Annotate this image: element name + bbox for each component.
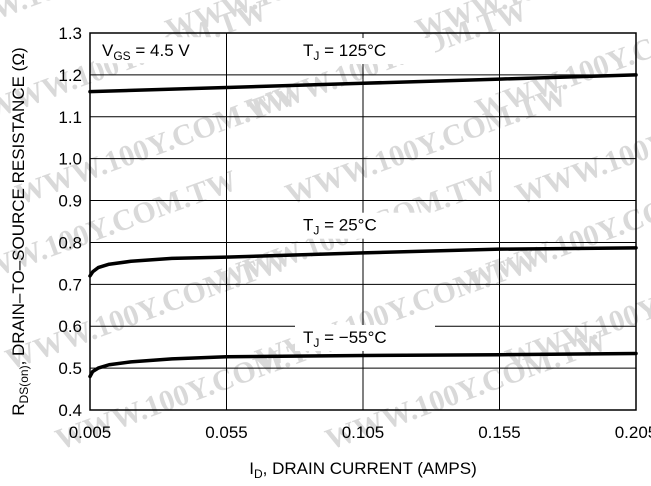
- y-axis-label: RDS(on), DRAIN–TO–SOURCE RESISTANCE (Ω): [9, 47, 31, 415]
- axis-layer: 0.4 0.5 0.6 0.7 0.8 0.9 1.0 1.1 1.2 1.3 0.005 0.055…: [9, 24, 651, 481]
- y-tick-label: 1.3: [58, 24, 82, 43]
- series-label-bg: [295, 38, 435, 65]
- series-layer: [88, 73, 638, 379]
- x-tick-label: 0.105: [342, 423, 385, 442]
- series-label-bg: [295, 212, 435, 239]
- x-tick-label: 0.005: [69, 423, 112, 442]
- y-tick-label: 0.6: [58, 317, 82, 336]
- y-tick-label: 1.0: [58, 150, 82, 169]
- series-line-0: [88, 73, 638, 94]
- y-tick-label: 0.7: [58, 275, 82, 294]
- y-tick-label: 0.9: [58, 192, 82, 211]
- label-layer: TJ = 125°C TJ = 25°C TJ = −55°C VGS = 4.5 V: [94, 37, 435, 351]
- y-tick-label: 0.4: [58, 401, 82, 420]
- x-axis-label: ID, DRAIN CURRENT (AMPS): [249, 459, 477, 481]
- x-tick-label: 0.205: [615, 423, 651, 442]
- y-tick-label: 1.2: [58, 66, 82, 85]
- plot-frame: [89, 32, 637, 411]
- y-tick-label: 0.5: [58, 359, 82, 378]
- series-label-1: TJ = 25°C: [303, 216, 377, 238]
- y-tick-label: 1.1: [58, 108, 82, 127]
- series-line-1: [88, 246, 638, 278]
- y-tick-label: 0.8: [58, 233, 82, 252]
- x-tick-label: 0.055: [205, 423, 248, 442]
- condition-label: VGS = 4.5 V: [102, 41, 190, 63]
- series-label-2: TJ = −55°C: [303, 328, 387, 350]
- condition-label-bg: [94, 37, 218, 64]
- series-label-0: TJ = 125°C: [303, 41, 386, 63]
- series-label-bg: [295, 324, 435, 351]
- x-tick-label: 0.155: [478, 423, 521, 442]
- series-line-2: [88, 351, 638, 379]
